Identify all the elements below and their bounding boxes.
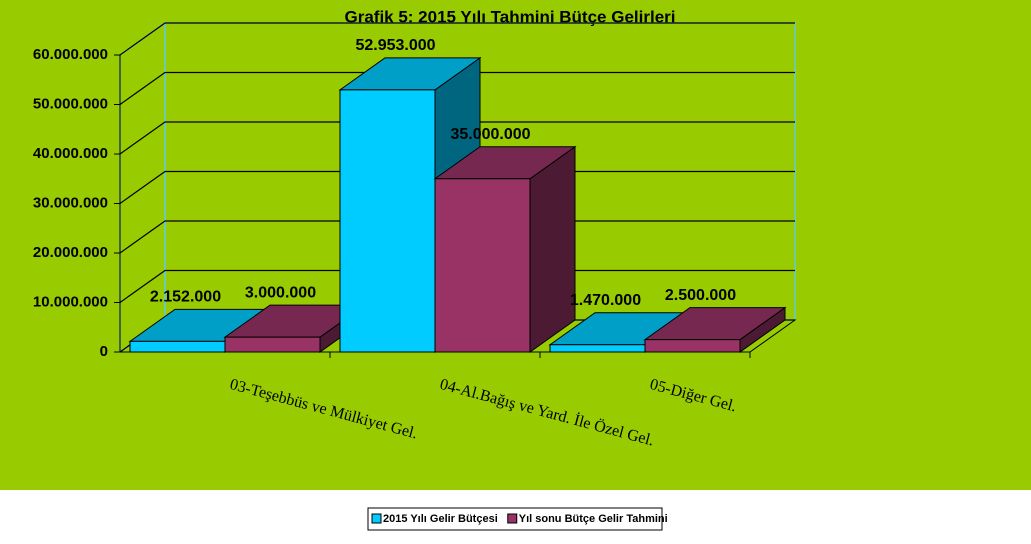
grid-line [119,71,795,105]
grid-line [119,269,795,303]
data-label: 1.470.000 [570,292,641,309]
legend-swatch [507,513,518,524]
bar-front [549,344,646,353]
legend-label: 2015 Yılı Gelir Bütçesi [383,513,498,525]
bar-front [434,178,531,353]
bar [223,304,367,353]
bar-front [339,89,436,353]
grid-line [119,170,795,204]
bar [433,145,577,353]
y-tick-label: 0 [100,343,108,360]
y-tick-label: 40.000.000 [33,145,108,162]
bar-front [224,336,321,353]
grid-line [119,22,795,56]
y-tick-label: 10.000.000 [33,293,108,310]
bar-front [129,340,226,353]
chart-title: Grafik 5: 2015 Yılı Tahmini Bütçe Gelirl… [344,7,675,26]
y-tick-label: 60.000.000 [33,46,108,63]
bar [643,306,787,353]
data-label: 35.000.000 [450,126,530,143]
data-label: 3.000.000 [245,284,316,301]
bar-front [644,339,741,353]
legend-label: Yıl sonu Bütçe Gelir Tahmini [519,513,668,525]
legend: 2015 Yılı Gelir Bütçesi Yıl sonu Bütçe Ge… [367,507,668,531]
grid-line [119,121,795,155]
y-tick-label: 20.000.000 [33,244,108,261]
data-label: 2.500.000 [665,287,736,304]
data-label: 2.152.000 [150,289,221,306]
bar-side [529,145,576,353]
data-label: 52.953.000 [355,37,435,54]
y-tick-label: 30.000.000 [33,194,108,211]
y-tick-label: 50.000.000 [33,95,108,112]
legend-swatch [371,513,382,524]
grid-line [119,220,795,254]
